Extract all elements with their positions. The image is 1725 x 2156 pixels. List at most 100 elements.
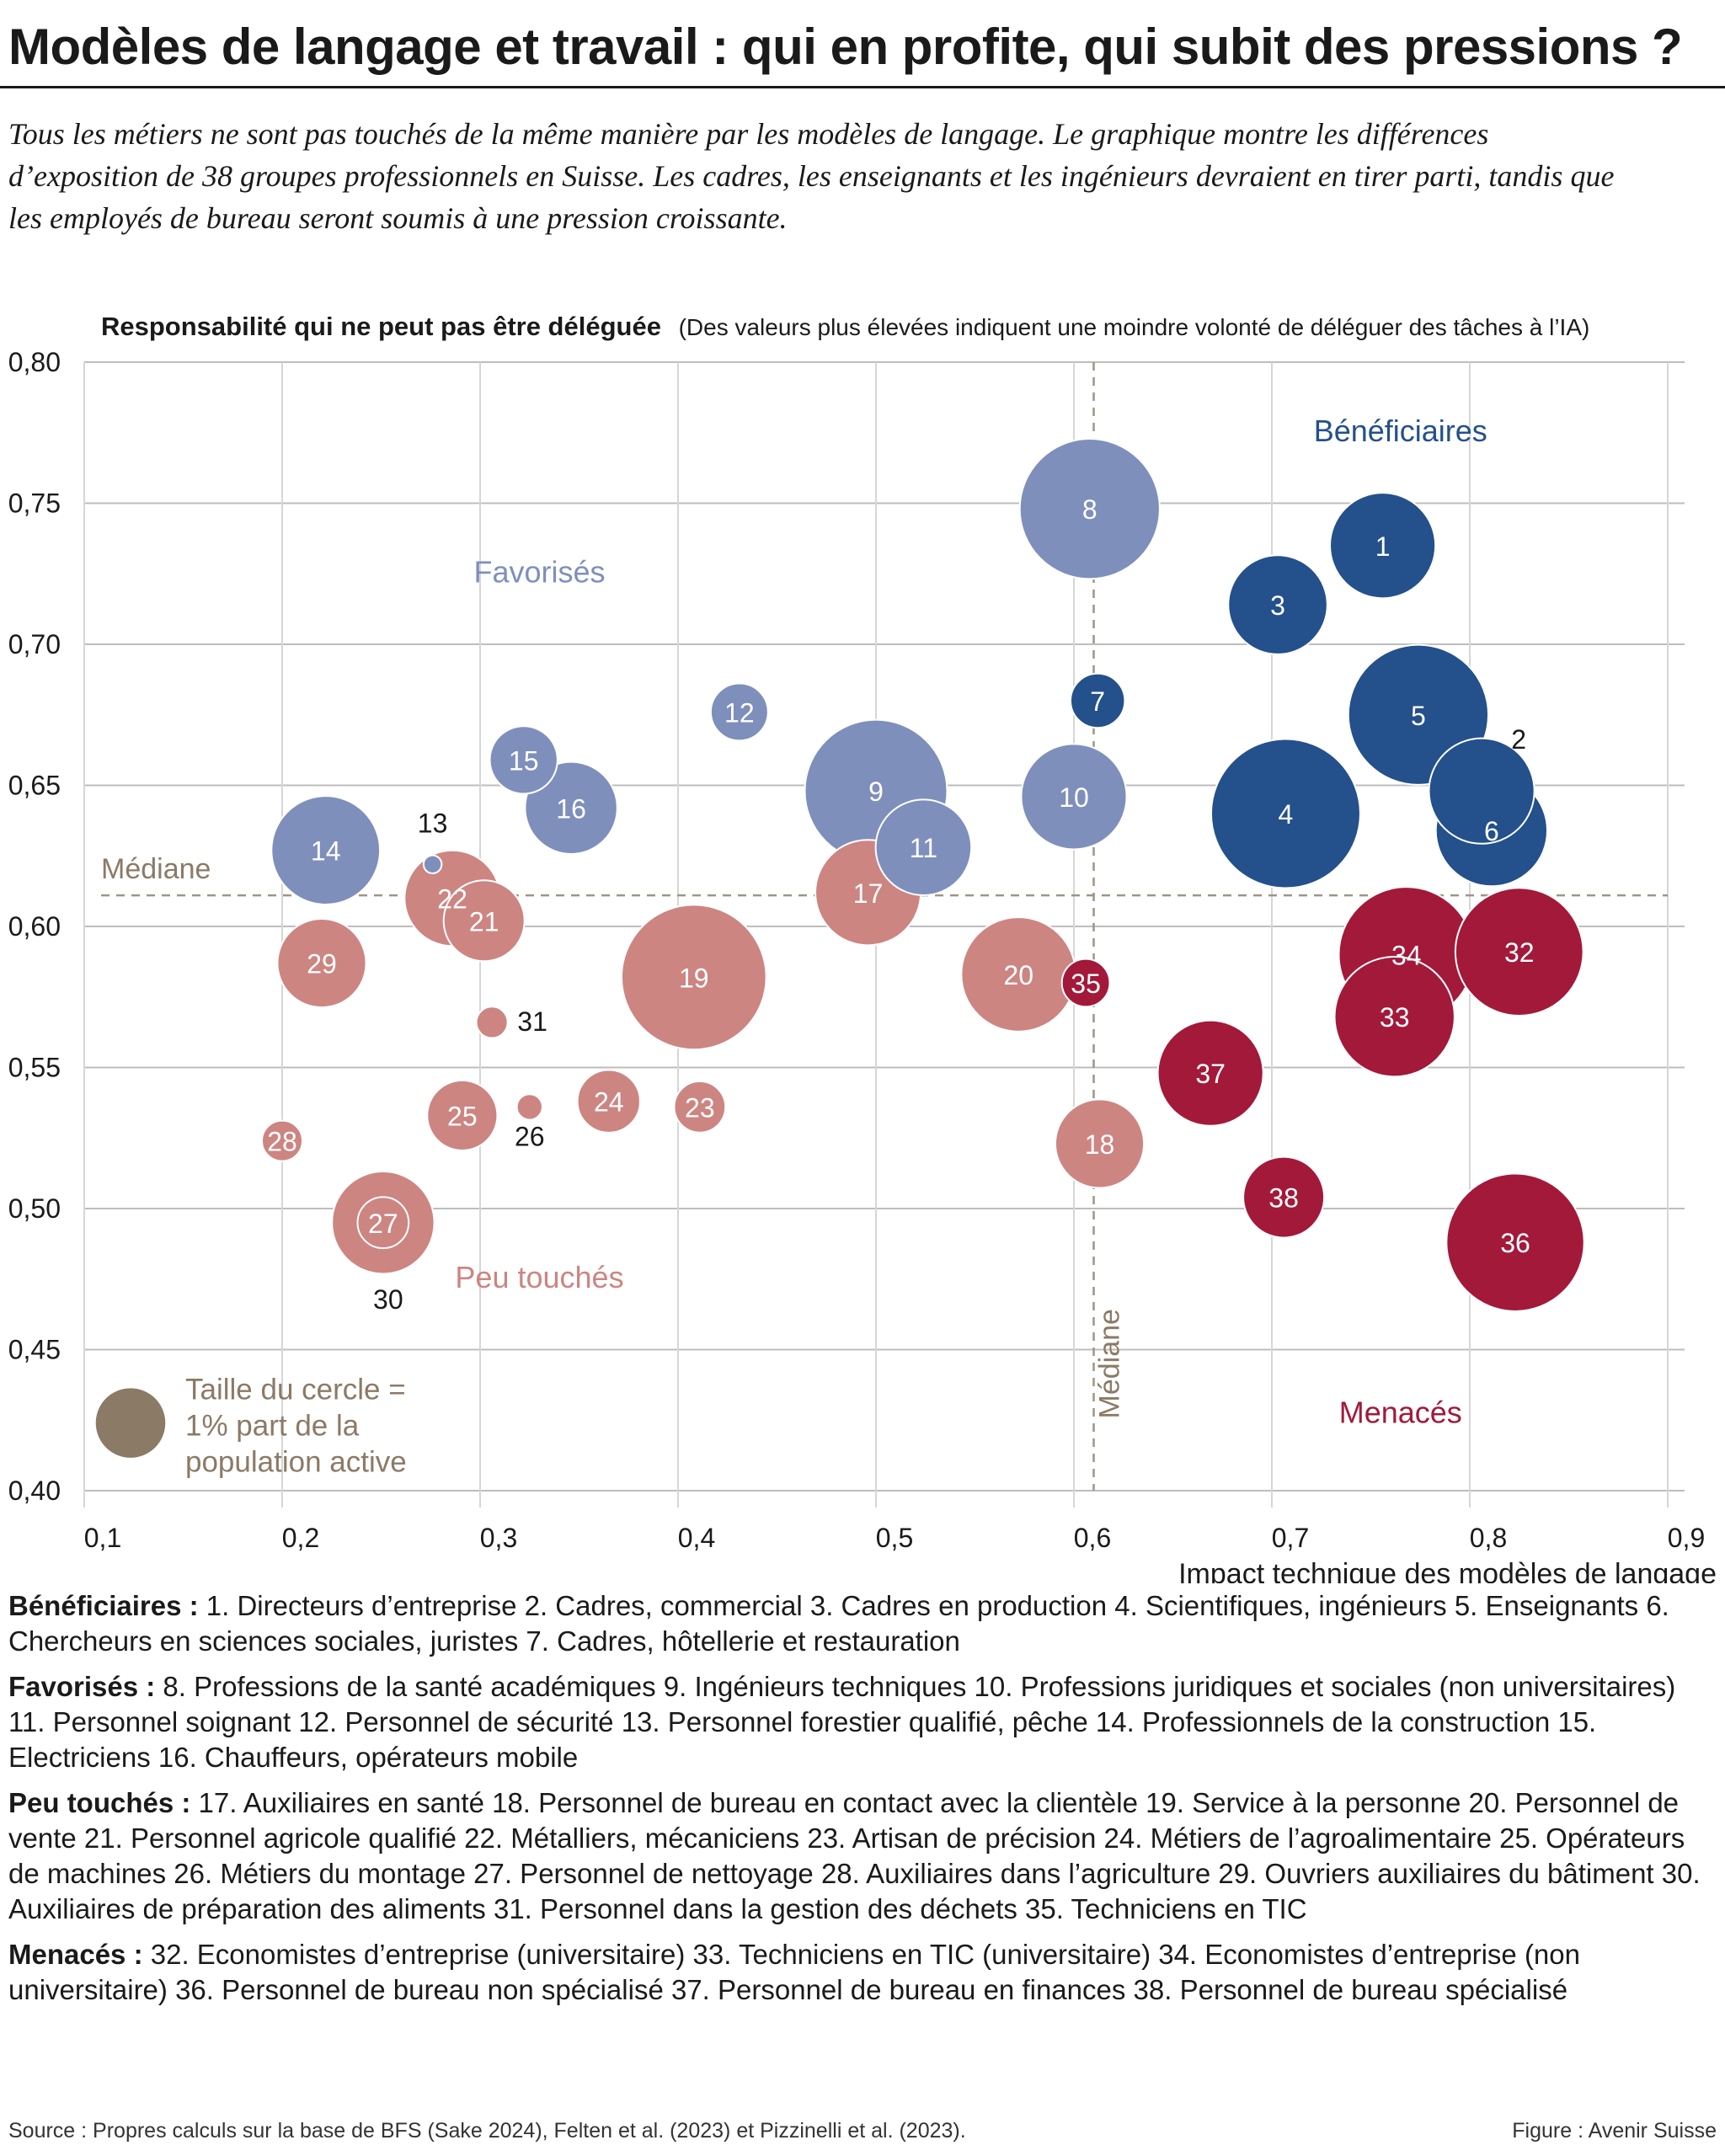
y-axis-label-note: (Des valeurs plus élevées indiquent une … (679, 314, 1590, 340)
legend-group: Peu touchés : 17. Auxiliaires en santé 1… (8, 1785, 1718, 1927)
y-tick-label: 0,75 (8, 488, 61, 519)
size-legend: Taille du cercle = 1% part de lapopulatio… (95, 1374, 407, 1479)
median-label-vertical: Médiane (1094, 1309, 1126, 1418)
bubble-29 (276, 917, 367, 1009)
x-tick-label: 0,2 (282, 1523, 319, 1553)
bubble-circle (270, 795, 382, 905)
bubble-2 (1428, 737, 1535, 845)
bubble-37 (1156, 1019, 1264, 1127)
bubble-14 (270, 795, 382, 905)
bubble-label: 11 (910, 833, 937, 863)
bubble-label: 27 (368, 1209, 398, 1239)
bubble-circle (1156, 1019, 1264, 1127)
legend-group-heading: Peu touchés : (8, 1787, 191, 1818)
bubble-label: 33 (1380, 1002, 1410, 1033)
bubble-circle (576, 1069, 641, 1134)
occupation-legend: Bénéficiaires : 1. Directeurs d’entrepri… (8, 1588, 1718, 2018)
legend-group-text: 32. Economistes d’entreprise (universita… (8, 1939, 1580, 2005)
bubble-24 (576, 1069, 641, 1134)
bubble-21 (442, 879, 526, 963)
bubble-circle (489, 725, 558, 795)
quadrant-label: Bénéficiaires (1314, 414, 1487, 448)
bubble-label: 29 (307, 949, 337, 979)
x-tick-label: 0,6 (1074, 1523, 1111, 1553)
bubble-circle (475, 1006, 509, 1039)
y-tick-label: 0,65 (8, 771, 61, 801)
bubble-11 (874, 798, 973, 896)
y-tick-label: 0,40 (8, 1476, 61, 1506)
bubble-label: 23 (685, 1092, 715, 1123)
bubble-label: 8 (1082, 494, 1097, 525)
bubble-label: 34 (1391, 941, 1422, 971)
bubble-circle (1242, 1155, 1326, 1239)
bubble-36 (1445, 1172, 1585, 1312)
legend-group: Bénéficiaires : 1. Directeurs d’entrepri… (8, 1588, 1718, 1659)
size-legend-text: Taille du cercle = (185, 1374, 406, 1406)
bubble-circle (1445, 1172, 1585, 1312)
legend-group-heading: Bénéficiaires : (8, 1590, 199, 1621)
x-tick-label: 0,3 (480, 1523, 517, 1553)
quadrant-labels: Bénéficiaires Favorisés Peu touchés Menacés (455, 414, 1487, 1430)
x-tick-label: 0,8 (1470, 1523, 1507, 1553)
bubble-circle (1329, 492, 1437, 600)
bubble-circle (1054, 1098, 1146, 1189)
bubble-circle (1070, 672, 1126, 729)
bubble-3 (1227, 554, 1328, 655)
bubble-label: 2 (1511, 724, 1526, 755)
bubble-label: 24 (594, 1087, 624, 1118)
title-rule (0, 86, 1725, 88)
legend-group-text: 8. Professions de la santé académiques 9… (8, 1671, 1676, 1773)
bubble-label: 4 (1279, 799, 1294, 830)
bubble-10 (1020, 743, 1128, 851)
bubble-18 (1054, 1098, 1146, 1189)
bubble-label: 22 (437, 884, 467, 915)
bubble-label: 17 (853, 878, 884, 909)
bubble-label: 21 (469, 906, 499, 937)
legend-group-heading: Menacés : (8, 1939, 143, 1970)
y-tick-label: 0,70 (8, 629, 61, 659)
bubble-16 (524, 760, 618, 856)
bubble-label: 31 (517, 1006, 547, 1037)
y-tick-label: 0,50 (8, 1193, 61, 1224)
bubble-circle (1210, 738, 1361, 889)
x-axis-label: Impact technique des modèles de langage (1178, 1558, 1717, 1583)
bubble-circle (1428, 737, 1535, 845)
bubble-27 (356, 1196, 410, 1250)
bubble-label: 13 (418, 808, 448, 838)
bubble-label: 30 (373, 1284, 403, 1315)
legend-group: Favorisés : 8. Professions de la santé a… (8, 1669, 1718, 1775)
bubble-26 (515, 1093, 543, 1121)
bubble-circle (524, 760, 618, 856)
bubble-label: 35 (1071, 969, 1101, 999)
bubble-12 (709, 682, 769, 742)
bubble-label: 12 (724, 697, 755, 728)
bubble-label: 18 (1085, 1129, 1115, 1160)
bubble-label: 25 (447, 1101, 478, 1131)
bubble-38 (1242, 1155, 1326, 1239)
bubble-label: 5 (1411, 701, 1426, 731)
size-legend-text: population active (185, 1446, 407, 1479)
y-axis-label-bold: Responsabilité qui ne peut pas être délé… (101, 312, 661, 341)
y-tick-label: 0,60 (8, 911, 61, 942)
bubble-label: 10 (1059, 782, 1089, 813)
y-tick-label: 0,55 (8, 1053, 61, 1083)
bubble-label: 19 (679, 963, 709, 993)
quadrant-label: Favorisés (473, 554, 605, 589)
bubble-33 (1333, 956, 1455, 1078)
bubble-chart: Responsabilité qui ne peut pas être délé… (8, 312, 1717, 1583)
bubble-circle (1020, 743, 1128, 851)
bubble-19 (620, 904, 767, 1051)
chart-title: Modèles de langage et travail : qui en p… (8, 19, 1683, 75)
bubble-circle (356, 1196, 410, 1250)
bubble-13 (422, 854, 443, 875)
bubble-label: 16 (556, 793, 586, 824)
quadrant-label: Peu touchés (455, 1260, 623, 1294)
size-legend-circle (95, 1388, 166, 1458)
bubble-circle (673, 1081, 727, 1134)
bubble-label: 14 (311, 836, 341, 867)
x-tick-label: 0,7 (1272, 1523, 1309, 1553)
bubble-label: 3 (1270, 590, 1285, 621)
bubble-label: 7 (1090, 686, 1105, 717)
bubble-label: 1 (1375, 531, 1391, 562)
